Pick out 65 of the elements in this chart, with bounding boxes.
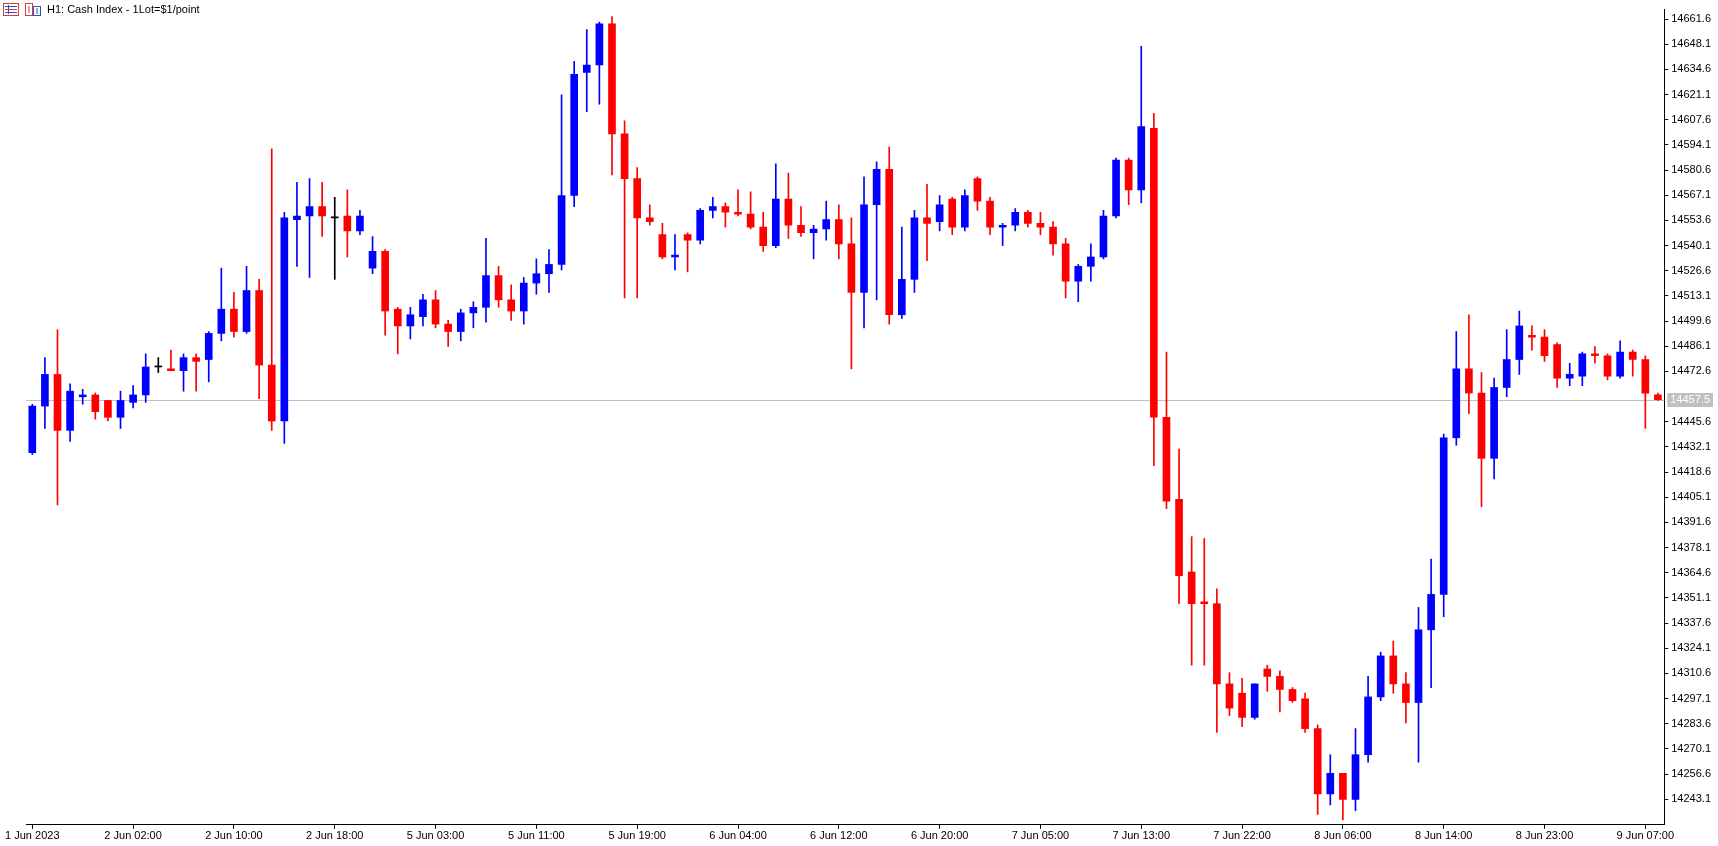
y-tick-label: 14445.6	[1671, 414, 1711, 427]
candlestick	[923, 183, 931, 262]
x-tick-label: 2 Jun 02:00	[104, 829, 162, 842]
y-tick-label: 14621.1	[1671, 87, 1711, 100]
x-tick-label: 8 Jun 23:00	[1515, 829, 1574, 842]
y-tick-label: 14648.1	[1671, 37, 1711, 50]
x-tick-label: 5 Jun 19:00	[608, 829, 666, 842]
y-tick-label: 14594.1	[1671, 137, 1711, 150]
y-tick-label: 14337.6	[1671, 616, 1711, 629]
y-tick-label: 14391.6	[1671, 515, 1711, 528]
y-tick-label: 14432.1	[1671, 439, 1711, 452]
x-tick-label: 1 Jun 2023	[5, 829, 60, 842]
candlestick	[267, 148, 276, 431]
candlestick	[192, 353, 200, 392]
candlestick	[330, 196, 339, 280]
x-tick-label: 6 Jun 12:00	[810, 829, 868, 842]
y-tick-label: 14661.6	[1671, 12, 1711, 25]
y-tick-label: 14580.6	[1671, 163, 1711, 176]
x-tick-label: 8 Jun 06:00	[1314, 829, 1372, 842]
x-tick-label: 7 Jun 22:00	[1213, 829, 1271, 842]
candlestick	[582, 29, 591, 112]
x-tick-label: 9 Jun 07:00	[1616, 829, 1675, 842]
candlestick	[545, 249, 553, 293]
candlestick	[1565, 362, 1574, 386]
y-tick-label: 14553.6	[1671, 213, 1711, 226]
chart-title: H1: Cash Index - 1Lot=$1/point	[47, 3, 200, 16]
candlestick	[318, 182, 326, 237]
candlestick	[1465, 314, 1473, 414]
x-tick-label: 8 Jun 14:00	[1414, 829, 1473, 842]
x-tick-label: 7 Jun 05:00	[1011, 829, 1070, 842]
y-tick-label: 14405.1	[1671, 490, 1711, 503]
x-tick-label: 2 Jun 10:00	[205, 829, 263, 842]
candlestick	[822, 200, 831, 241]
y-tick-label: 14540.1	[1671, 238, 1711, 251]
y-tick-label: 14418.6	[1671, 465, 1711, 478]
y-tick-label: 14634.6	[1671, 62, 1711, 75]
x-tick-label: 5 Jun 03:00	[406, 829, 465, 842]
y-tick-label: 14526.6	[1671, 263, 1711, 276]
x-tick-label: 7 Jun 13:00	[1112, 829, 1171, 842]
y-tick-label: 14256.6	[1671, 767, 1711, 780]
x-tick-label: 6 Jun 20:00	[910, 829, 969, 842]
y-tick-label: 14297.1	[1671, 691, 1711, 704]
candlestick	[797, 206, 805, 237]
y-tick-label: 14486.1	[1671, 339, 1711, 352]
y-tick-label: 14607.6	[1671, 112, 1711, 125]
candlestick	[708, 196, 717, 219]
y-tick-label: 14378.1	[1671, 540, 1711, 553]
y-tick-label: 14472.6	[1671, 364, 1711, 377]
x-tick-label: 2 Jun 18:00	[305, 829, 364, 842]
y-tick-label: 14324.1	[1671, 641, 1711, 654]
y-tick-label: 14364.6	[1671, 565, 1711, 578]
ref-line-label: 14457.5	[1670, 393, 1710, 406]
y-tick-label: 14283.6	[1671, 716, 1711, 729]
y-tick-label: 14270.1	[1671, 741, 1711, 754]
y-tick-label: 14567.1	[1671, 188, 1711, 201]
y-tick-label: 14351.1	[1671, 590, 1711, 603]
candlestick	[167, 349, 175, 372]
x-tick-label: 5 Jun 11:00	[508, 829, 565, 842]
candlestick	[645, 204, 654, 226]
y-tick-label: 14513.1	[1671, 288, 1711, 301]
y-tick-label: 14243.1	[1671, 792, 1711, 805]
x-tick-label: 6 Jun 04:00	[709, 829, 767, 842]
y-tick-label: 14499.6	[1671, 314, 1711, 327]
y-tick-label: 14310.6	[1671, 666, 1711, 679]
candlestick	[293, 182, 301, 267]
